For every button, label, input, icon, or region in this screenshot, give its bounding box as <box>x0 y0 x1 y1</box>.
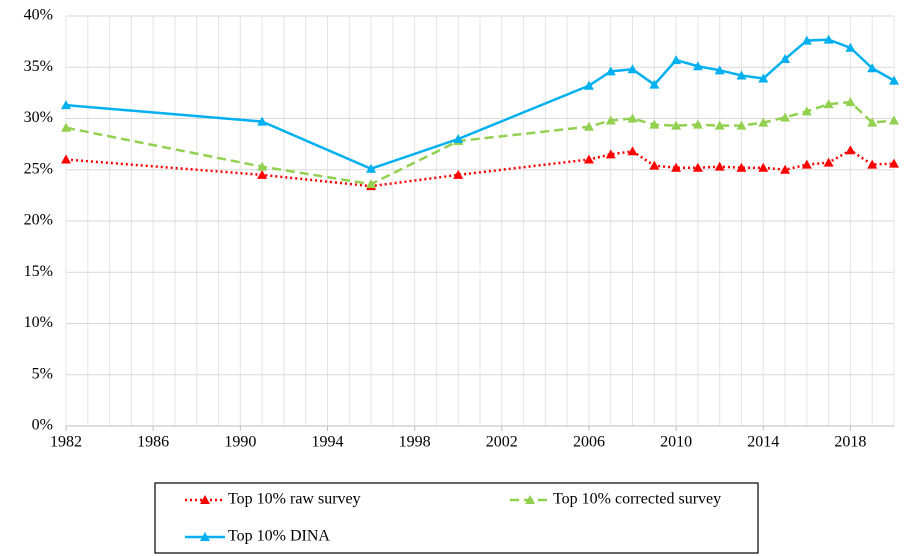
y-tick-label: 40% <box>24 7 53 24</box>
marker <box>627 113 638 123</box>
y-tick-label: 25% <box>24 160 53 177</box>
marker <box>736 120 747 130</box>
y-tick-label: 5% <box>32 365 53 382</box>
marker <box>61 122 71 132</box>
marker <box>736 162 747 172</box>
marker <box>605 66 616 76</box>
x-tick-label: 1990 <box>224 434 256 451</box>
marker <box>867 117 878 127</box>
marker <box>453 169 464 179</box>
marker <box>257 116 268 126</box>
marker <box>671 55 682 65</box>
marker <box>867 63 878 73</box>
marker <box>627 64 638 74</box>
x-tick-label: 2010 <box>660 434 692 451</box>
marker <box>758 117 769 127</box>
marker <box>366 163 377 173</box>
marker <box>867 159 878 169</box>
marker <box>583 80 594 90</box>
marker <box>889 115 899 125</box>
marker <box>692 119 703 129</box>
marker <box>714 120 725 130</box>
marker <box>845 42 856 52</box>
marker <box>889 158 899 168</box>
marker <box>714 65 725 75</box>
marker <box>845 145 856 155</box>
marker <box>649 79 660 89</box>
marker <box>801 159 812 169</box>
marker <box>61 100 71 110</box>
x-tick-label: 1982 <box>50 434 82 451</box>
marker <box>823 99 834 109</box>
marker <box>583 121 594 131</box>
marker <box>671 120 682 130</box>
marker <box>758 162 769 172</box>
marker <box>671 162 682 172</box>
x-tick-label: 1994 <box>311 434 343 451</box>
marker <box>692 61 703 71</box>
marker <box>889 75 899 85</box>
marker <box>714 161 725 171</box>
legend-marker <box>525 495 535 504</box>
legend-box <box>154 482 759 554</box>
x-tick-label: 2002 <box>486 434 518 451</box>
marker <box>605 115 616 125</box>
legend-marker <box>200 495 210 504</box>
legend-label: Top 10% raw survey <box>228 491 361 508</box>
x-tick-label: 2018 <box>834 434 866 451</box>
marker <box>605 149 616 159</box>
marker <box>257 169 268 179</box>
x-tick-label: 2006 <box>573 434 605 451</box>
y-tick-label: 20% <box>24 212 53 229</box>
marker <box>845 97 856 107</box>
marker <box>780 112 791 122</box>
y-tick-label: 15% <box>24 263 53 280</box>
marker <box>801 35 812 45</box>
marker <box>692 162 703 172</box>
marker <box>736 70 747 80</box>
y-tick-label: 0% <box>32 417 53 434</box>
marker <box>758 73 769 83</box>
marker <box>780 54 791 64</box>
marker <box>823 157 834 167</box>
marker <box>583 154 594 164</box>
marker <box>801 106 812 116</box>
marker <box>366 179 377 189</box>
x-tick-label: 2014 <box>747 434 779 451</box>
marker <box>649 119 660 129</box>
legend-label: Top 10% corrected survey <box>553 491 721 508</box>
marker <box>627 146 638 156</box>
y-tick-label: 35% <box>24 58 53 75</box>
marker <box>453 134 464 143</box>
marker <box>823 34 834 44</box>
y-tick-label: 10% <box>24 314 53 331</box>
legend-marker <box>200 532 210 541</box>
marker <box>649 160 660 170</box>
marker <box>257 161 268 171</box>
legend-label: Top 10% DINA <box>228 528 330 545</box>
x-tick-label: 1986 <box>137 434 169 451</box>
marker <box>61 154 71 164</box>
marker <box>780 164 791 174</box>
y-tick-label: 30% <box>24 109 53 126</box>
x-tick-label: 1998 <box>399 434 431 451</box>
